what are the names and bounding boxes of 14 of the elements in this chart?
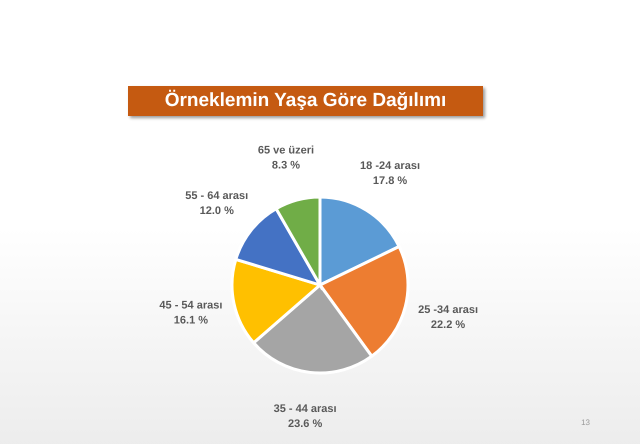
- slice-label: 45 - 54 arası: [159, 300, 222, 312]
- chart-title: Örneklemin Yaşa Göre Dağılımı: [128, 86, 483, 116]
- data-label: 22.2 %: [430, 319, 466, 332]
- data-label: 23.6 %: [288, 418, 322, 430]
- slice-label: 55 - 64 arası: [185, 190, 248, 202]
- slice-label: 25 -34 arası: [418, 304, 478, 316]
- text: 13: [581, 418, 590, 427]
- slice-label: 35 - 44 arası: [274, 403, 337, 416]
- slice-label: 65 ve üzeri: [258, 144, 314, 156]
- slice-label: 18 -24 arası: [360, 160, 420, 172]
- data-label: 16.1 %: [174, 314, 208, 327]
- data-label: 17.8 %: [372, 175, 408, 188]
- data-label: 12.0 %: [200, 204, 234, 217]
- data-label: 8.3 %: [272, 159, 300, 172]
